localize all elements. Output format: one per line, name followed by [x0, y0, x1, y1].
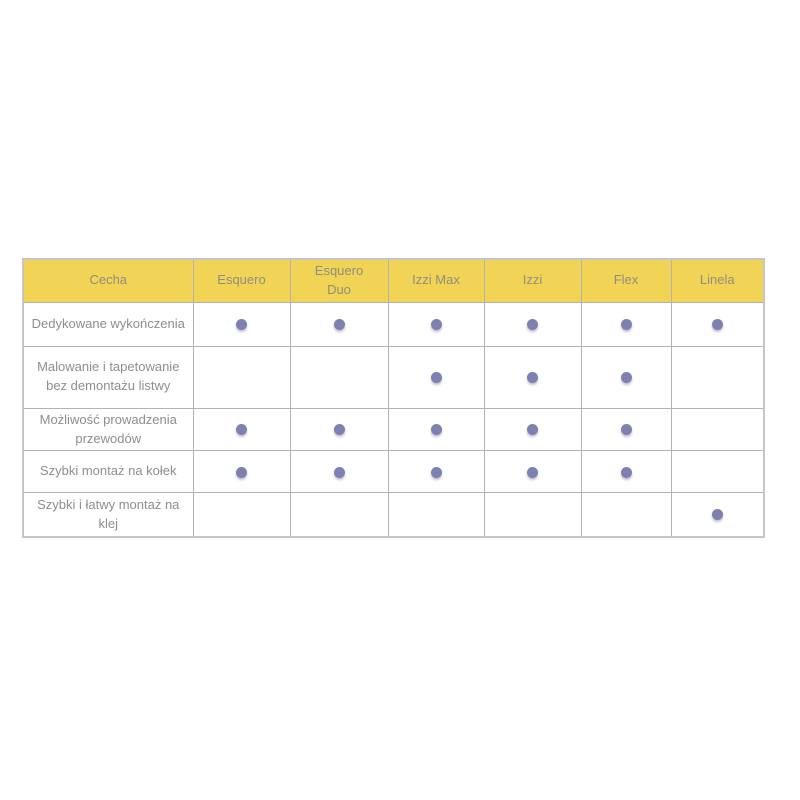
- feature-cell: [289, 407, 389, 452]
- column-header-esquero-duo: Esquero Duo: [289, 258, 389, 303]
- feature-cell: [289, 301, 389, 347]
- feature-cell: [580, 407, 672, 452]
- feature-dot-icon: [527, 466, 538, 478]
- feature-dot-icon: [620, 466, 632, 478]
- feature-label: Szybki i łatwy montaż na klej: [22, 492, 194, 538]
- column-header-label: Cecha: [89, 272, 128, 288]
- feature-dot-icon: [430, 318, 442, 330]
- feature-cell: [289, 492, 389, 538]
- table-row: Możliwość prowadzenia przewodów: [22, 407, 765, 452]
- feature-cell: [192, 450, 291, 494]
- table-row: Dedykowane wykończenia: [22, 301, 765, 347]
- feature-cell: [670, 450, 765, 494]
- feature-dot-icon: [620, 318, 632, 330]
- header-row: Cecha Esquero Esquero Duo Izzi Max Izzi …: [22, 258, 765, 303]
- feature-label: Dedykowane wykończenia: [22, 301, 194, 347]
- feature-dot-icon: [333, 424, 345, 436]
- feature-dot-icon: [620, 424, 632, 436]
- feature-cell: [580, 301, 672, 347]
- column-header-label: Esquero: [217, 272, 266, 288]
- feature-cell: [483, 492, 582, 538]
- feature-cell: [670, 492, 765, 538]
- feature-cell: [289, 450, 389, 494]
- column-header-label: Izzi Max: [412, 272, 460, 288]
- feature-cell: [387, 345, 485, 409]
- feature-dot-icon: [333, 318, 345, 330]
- feature-dot-icon: [527, 424, 538, 436]
- feature-cell: [670, 345, 765, 409]
- feature-cell: [580, 345, 672, 409]
- feature-label: Możliwość prowadzenia przewodów: [22, 407, 194, 452]
- feature-cell: [483, 345, 582, 409]
- feature-dot-icon: [527, 371, 538, 383]
- feature-cell: [580, 450, 672, 494]
- feature-dot-icon: [430, 466, 442, 478]
- column-header-cecha: Cecha: [22, 258, 194, 303]
- feature-cell: [289, 345, 389, 409]
- feature-cell: [192, 407, 291, 452]
- feature-dot-icon: [236, 424, 247, 436]
- column-header-label: Flex: [613, 272, 639, 288]
- column-header-flex: Flex: [580, 258, 672, 303]
- feature-label: Szybki montaż na kołek: [22, 450, 194, 494]
- feature-cell: [387, 450, 485, 494]
- feature-cell: [670, 301, 765, 347]
- column-header-izzi-max: Izzi Max: [387, 258, 485, 303]
- feature-cell: [192, 345, 291, 409]
- feature-cell: [192, 492, 291, 538]
- feature-cell: [192, 301, 291, 347]
- feature-cell: [387, 407, 485, 452]
- feature-dot-icon: [430, 371, 442, 383]
- table-row: Szybki i łatwy montaż na klej: [22, 492, 765, 538]
- column-header-label: Izzi: [522, 272, 543, 288]
- feature-dot-icon: [527, 318, 538, 330]
- feature-cell: [580, 492, 672, 538]
- table-row: Malowanie i tapetowanie bez demontażu li…: [22, 345, 765, 409]
- feature-dot-icon: [333, 466, 345, 478]
- comparison-table: Cecha Esquero Esquero Duo Izzi Max Izzi …: [22, 258, 765, 538]
- feature-cell: [387, 301, 485, 347]
- feature-dot-icon: [236, 318, 247, 330]
- column-header-izzi: Izzi: [483, 258, 582, 303]
- feature-cell: [387, 492, 485, 538]
- feature-dot-icon: [430, 424, 442, 436]
- feature-cell: [483, 450, 582, 494]
- feature-label: Malowanie i tapetowanie bez demontażu li…: [22, 345, 194, 409]
- feature-dot-icon: [236, 466, 247, 478]
- feature-cell: [483, 407, 582, 452]
- column-header-label: Esquero Duo: [314, 263, 364, 297]
- feature-cell: [670, 407, 765, 452]
- feature-dot-icon: [620, 371, 632, 383]
- table-row: Szybki montaż na kołek: [22, 450, 765, 494]
- column-header-esquero: Esquero: [192, 258, 291, 303]
- feature-cell: [483, 301, 582, 347]
- feature-dot-icon: [711, 509, 723, 521]
- column-header-linela: Linela: [670, 258, 765, 303]
- column-header-label: Linela: [699, 272, 735, 288]
- feature-dot-icon: [711, 318, 723, 330]
